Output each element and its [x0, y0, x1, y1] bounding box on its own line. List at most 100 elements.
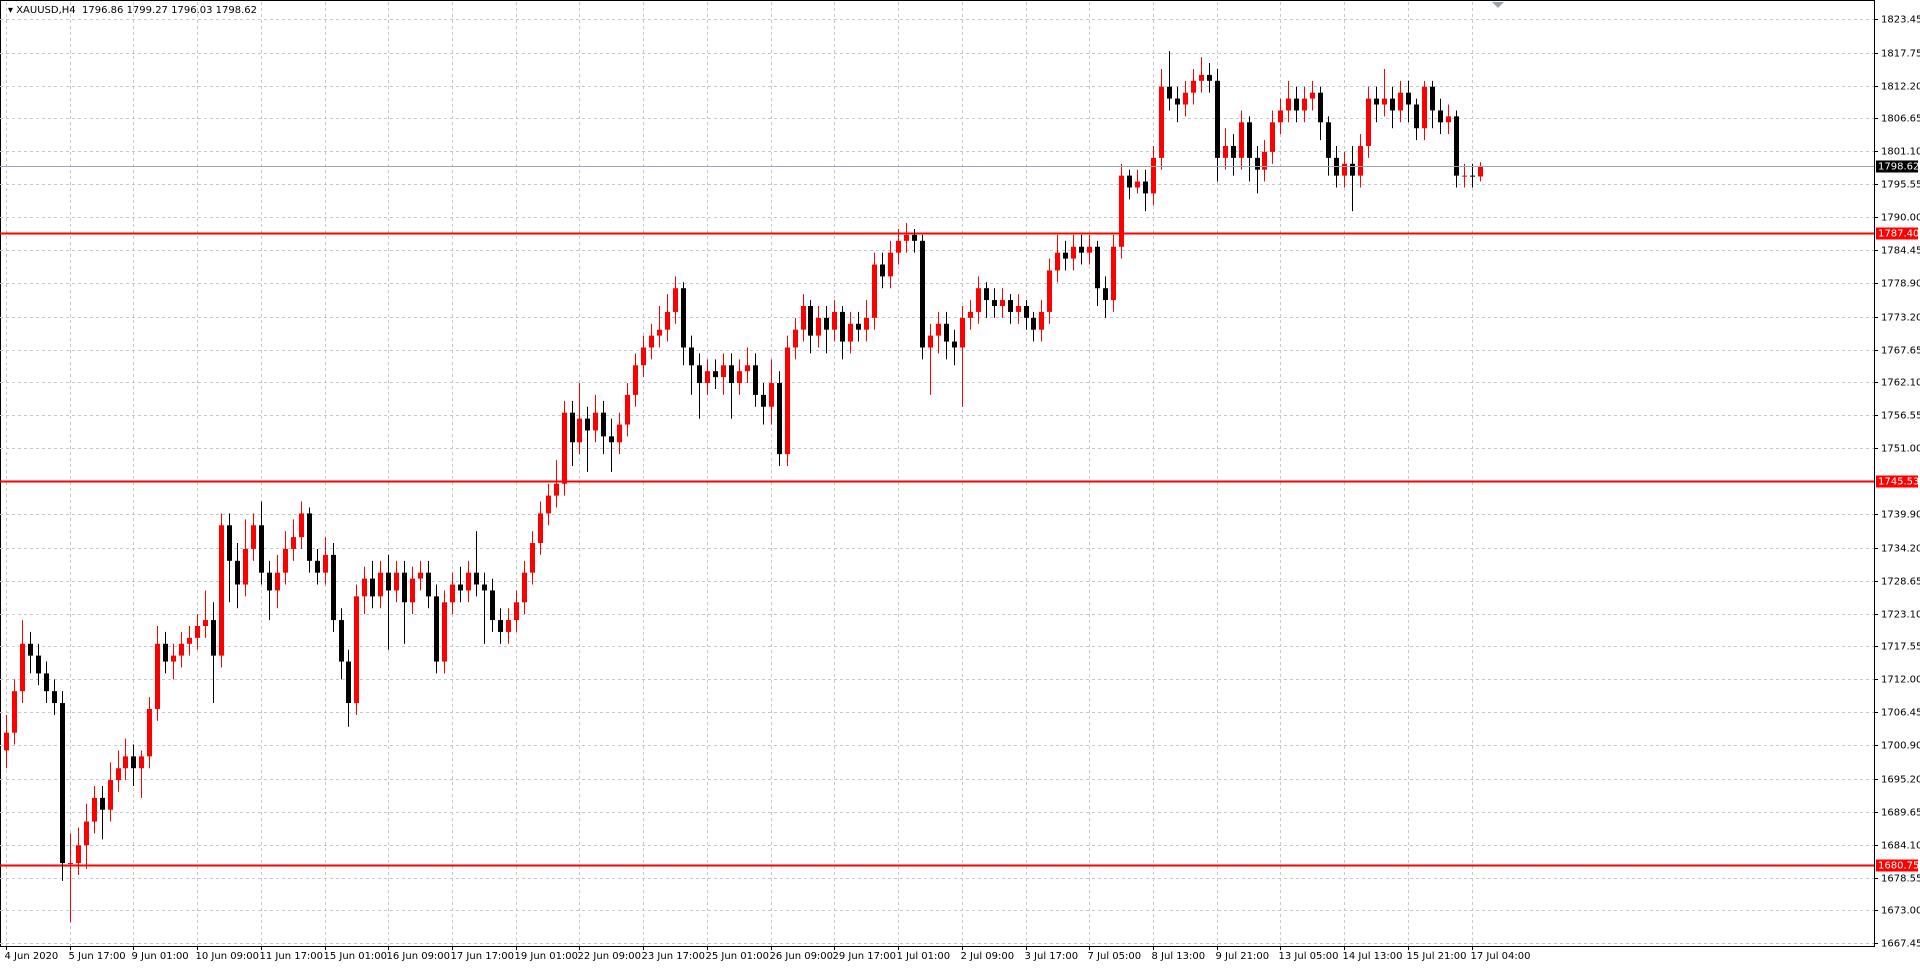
candle-body	[816, 317, 821, 336]
candle-body	[92, 797, 97, 822]
candle-body	[832, 311, 837, 330]
y-tick-label: 1756.55	[1881, 411, 1920, 422]
candle-body	[1175, 98, 1180, 105]
x-tick-label: 13 Jul 05:00	[1279, 951, 1339, 962]
bid-label-box	[1876, 160, 1918, 173]
y-tick-label: 1689.65	[1881, 808, 1920, 819]
candle-body	[52, 691, 57, 704]
symbol-marker: ▾	[8, 5, 17, 16]
candle-body	[673, 288, 678, 312]
candle-body	[259, 525, 264, 573]
candle-body	[1000, 300, 1005, 306]
axis: 1823.45 1817.75 1812.20 1806.65 1801.10 1795.…	[5, 15, 1920, 963]
x-tick-label: 7 Jul 05:00	[1088, 951, 1142, 962]
candle-body	[1422, 86, 1427, 129]
x-tick-label: 5 Jun 17:00	[69, 951, 126, 962]
candle-body	[498, 620, 503, 632]
x-tick-label: 2 Jul 09:00	[961, 951, 1015, 962]
candle-body	[904, 234, 909, 241]
candle-body	[20, 643, 25, 692]
level-label: 1745.53	[1878, 477, 1919, 488]
candle-body	[307, 513, 312, 561]
candle-body	[339, 620, 344, 662]
y-tick-label: 1706.45	[1881, 708, 1920, 719]
candle-body	[1270, 122, 1275, 152]
candle-body	[705, 371, 710, 384]
candle-body	[920, 240, 925, 348]
x-tick-label: 14 Jul 13:00	[1343, 951, 1403, 962]
candle-body	[609, 436, 614, 443]
candle-body	[362, 578, 367, 597]
candle-body	[1199, 74, 1204, 81]
candle-body	[1055, 252, 1060, 271]
x-tick-label: 9 Jul 21:00	[1216, 951, 1270, 962]
x-tick-label: 10 Jun 09:00	[196, 951, 260, 962]
candle-body	[1302, 98, 1307, 111]
y-tick-label: 1801.10	[1881, 147, 1920, 158]
high-value: 1799.27	[126, 5, 168, 16]
candle-body	[649, 335, 654, 348]
level-label: 1680.75	[1878, 861, 1919, 872]
low-value: 1796.03	[171, 5, 213, 16]
candle-body	[28, 643, 33, 656]
candle-body	[315, 560, 320, 573]
x-tick-label: 29 Jun 17:00	[833, 951, 897, 962]
candle-body	[1310, 92, 1315, 99]
y-tick-label: 1795.55	[1881, 180, 1920, 191]
candle-body	[554, 483, 559, 496]
y-tick-label: 1667.45	[1881, 939, 1920, 950]
candle-body	[1414, 104, 1419, 129]
y-tick-label: 1762.10	[1881, 378, 1920, 389]
y-tick-label: 1784.45	[1881, 246, 1920, 257]
candle-body	[1247, 122, 1252, 158]
candle-body	[745, 365, 750, 372]
candle-body	[1207, 74, 1212, 81]
candle-body	[474, 572, 479, 585]
candle-body	[713, 371, 718, 378]
candle-body	[1111, 246, 1116, 301]
candle-body	[1127, 175, 1132, 188]
shift-marker	[1492, 2, 1504, 8]
candle-body	[697, 365, 702, 384]
candle-body	[139, 756, 144, 769]
candle-body	[4, 732, 9, 751]
candle-body	[378, 572, 383, 597]
y-tick-label: 1684.10	[1881, 841, 1920, 852]
candle-body	[570, 412, 575, 443]
candle-body	[872, 264, 877, 318]
candle-body	[681, 288, 686, 348]
candle-body	[76, 845, 81, 864]
candle-body	[729, 365, 734, 384]
candle-body	[450, 584, 455, 603]
candle-body	[1079, 246, 1084, 253]
y-tick-label: 1790.00	[1881, 213, 1920, 224]
candle-body	[418, 572, 423, 579]
candle-body	[466, 572, 471, 591]
candle-body	[968, 311, 973, 318]
candle-body	[777, 383, 782, 455]
candle-body	[1031, 317, 1036, 330]
close-value: 1798.62	[215, 5, 258, 16]
candle-body	[163, 643, 168, 662]
candle-body	[737, 371, 742, 384]
candle-body	[1047, 270, 1052, 312]
candle-body	[171, 655, 176, 662]
candle-body	[1151, 157, 1156, 194]
candle-body	[864, 317, 869, 330]
candle-body	[346, 661, 351, 704]
candle-body	[410, 578, 415, 603]
candle-body	[1318, 92, 1323, 123]
x-tick-label: 9 Jun 01:00	[132, 951, 189, 962]
candle-body	[1071, 246, 1076, 259]
candle-body	[1262, 151, 1267, 170]
candle-body	[1008, 300, 1013, 312]
candle-body	[577, 418, 582, 443]
candle-body	[267, 572, 272, 591]
candle-body	[1438, 110, 1443, 123]
y-tick-label: 1739.90	[1881, 510, 1920, 521]
candle-body	[1183, 92, 1188, 105]
x-tick-label: 19 Jun 01:00	[515, 951, 579, 962]
candle-body	[291, 537, 296, 549]
candles	[0, 51, 1874, 923]
